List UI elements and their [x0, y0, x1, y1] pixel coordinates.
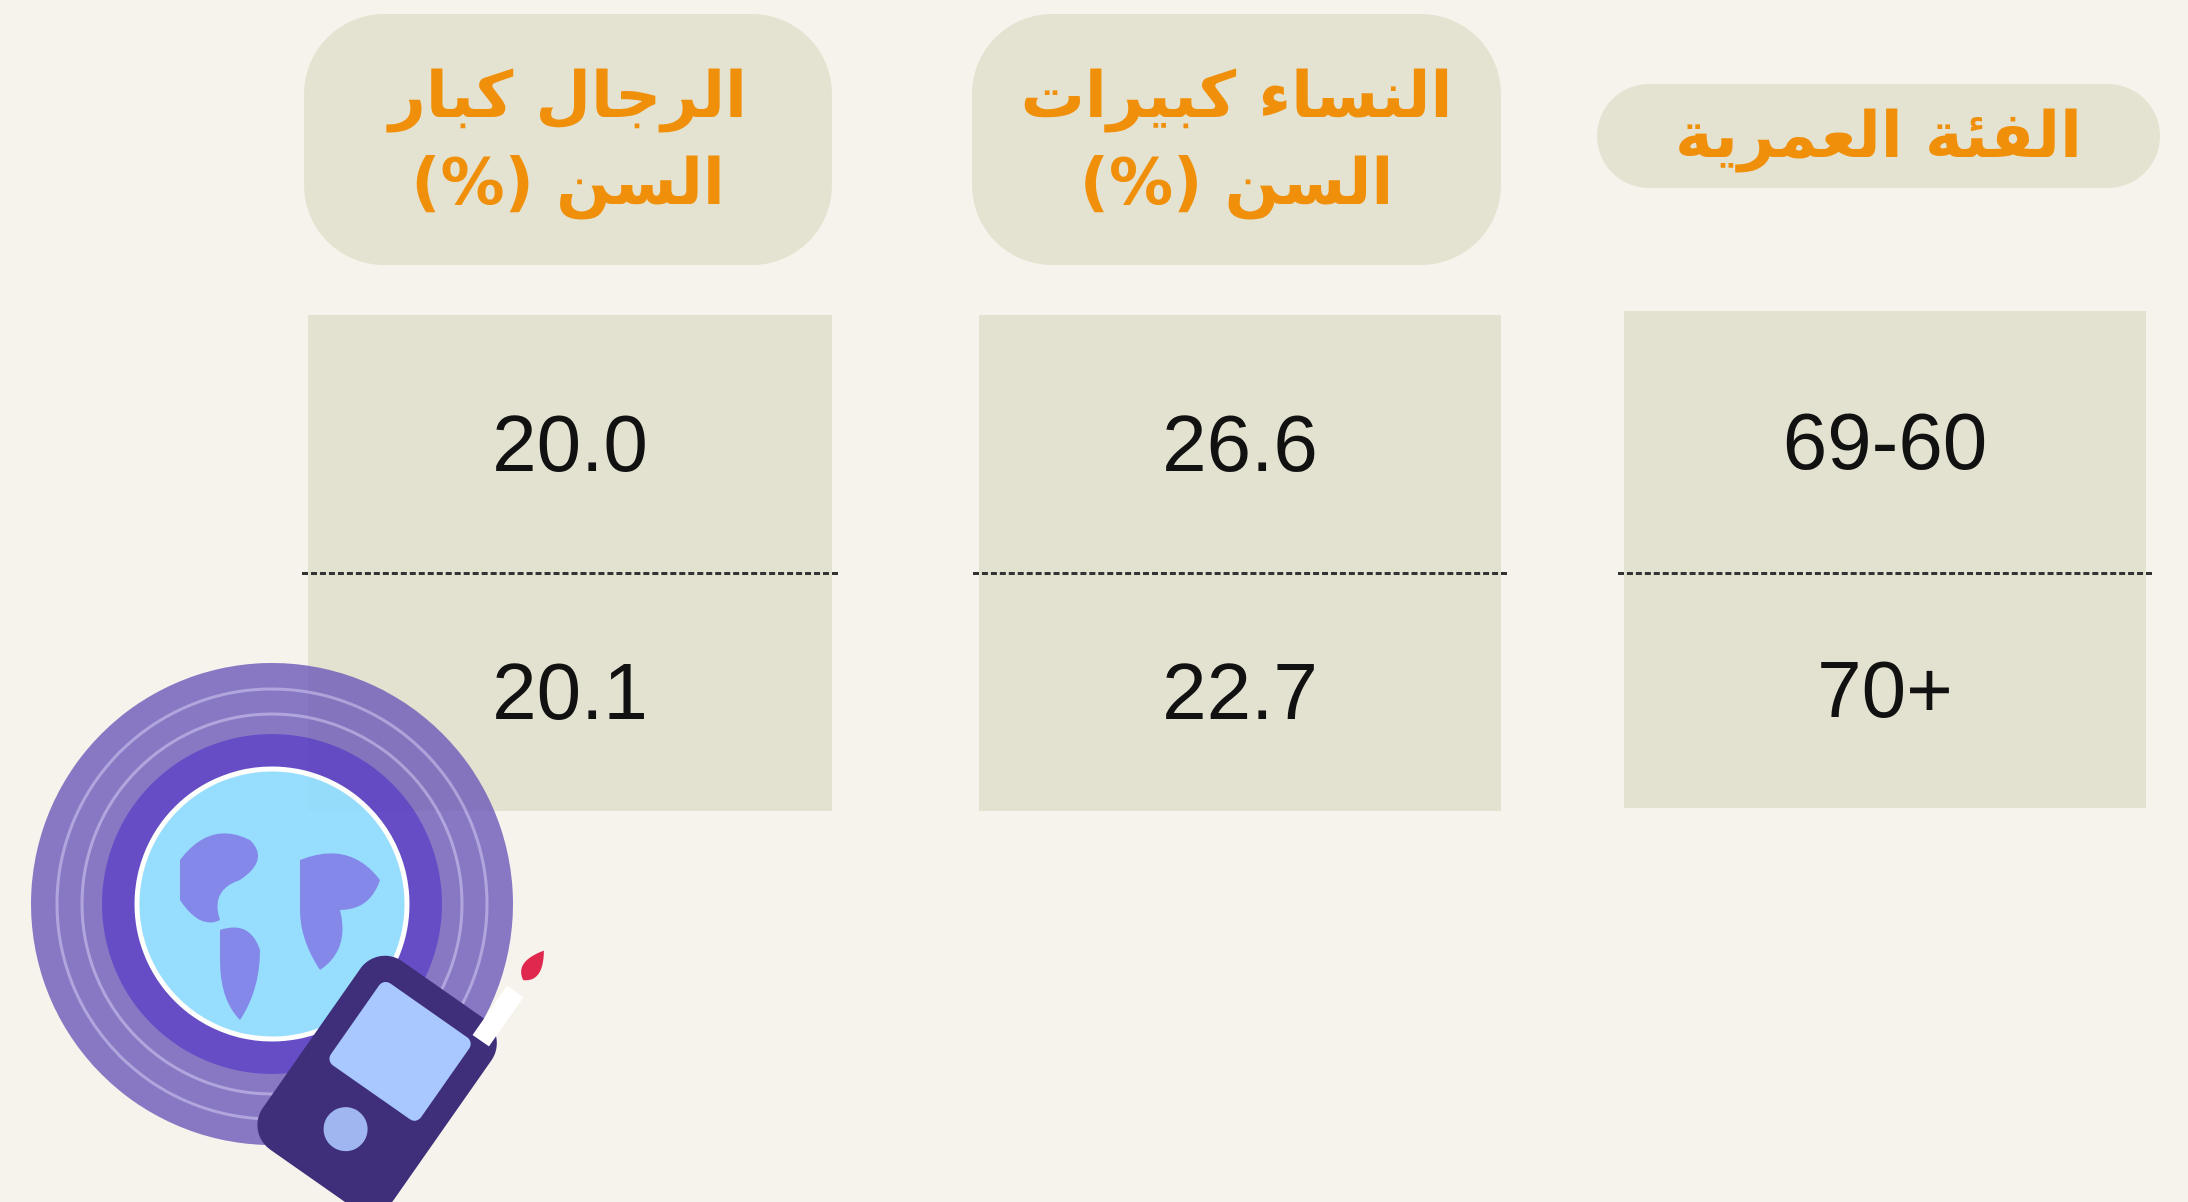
cell: 20.1 [492, 646, 648, 736]
divider [973, 572, 1507, 575]
age-column: 69-60 70+ [1618, 311, 2152, 808]
header-women: النساء كبيرات السن (%) [972, 14, 1501, 265]
header-age: الفئة العمرية [1597, 84, 2160, 188]
cell: 69-60 [1782, 396, 1988, 486]
glucose-meter [257, 950, 544, 1202]
cell: 70+ [1817, 645, 1953, 734]
divider [302, 572, 838, 575]
women-column: 26.6 22.7 [973, 315, 1507, 811]
header-men: الرجال كبار السن (%) [304, 14, 832, 265]
cell: 20.0 [492, 398, 648, 488]
cell: 22.7 [1162, 646, 1318, 736]
cell: 26.6 [1162, 398, 1318, 488]
divider [1618, 572, 2152, 575]
